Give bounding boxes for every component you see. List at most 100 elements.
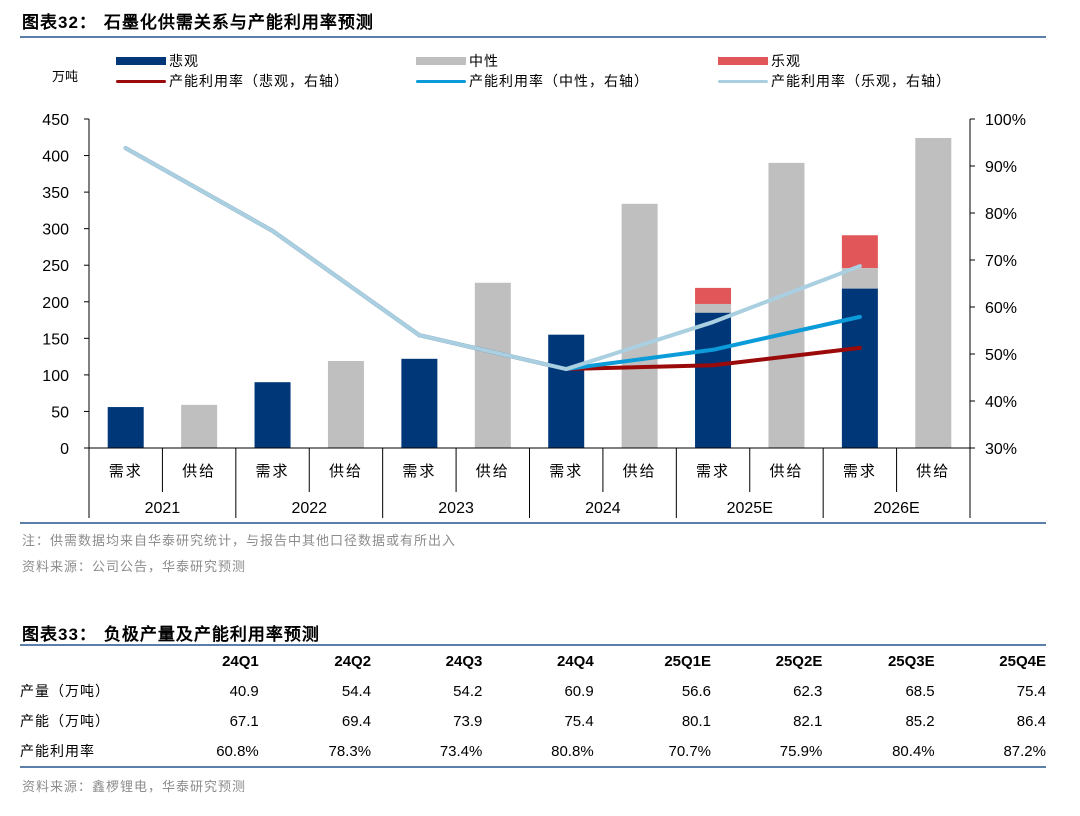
table-header-row: 24Q1 24Q2 24Q3 24Q4 25Q1E 25Q2E 25Q3E 25… xyxy=(20,646,1046,676)
table-header-cell: 25Q1E xyxy=(664,652,712,670)
x-group-label: 2024 xyxy=(585,500,621,517)
table-header-cell: 24Q1 xyxy=(222,652,259,670)
bar-demand-pessimistic xyxy=(695,312,732,448)
table-cell: 80.8% xyxy=(482,736,594,768)
table-header-cell: 25Q2E xyxy=(775,652,823,670)
table-cell: 80.1 xyxy=(681,712,712,730)
table-header-cell: 25Q4E xyxy=(999,652,1046,670)
legend-swatch xyxy=(416,79,466,83)
bar-demand-pessimistic xyxy=(401,358,438,448)
anode-production-table: 24Q1 24Q2 24Q3 24Q4 25Q1E 25Q2E 25Q3E 25… xyxy=(20,646,1046,768)
table-cell: 54.2 xyxy=(453,682,483,700)
figure33-title-prefix: 图表 xyxy=(22,625,58,645)
bar-demand-pessimistic xyxy=(254,382,291,448)
row-label: 产能利用率 xyxy=(20,736,142,768)
x-subcategory-label: 需求 xyxy=(109,462,143,480)
y-tick-label-right: 100% xyxy=(985,112,1026,129)
x-subcategory-label: 需求 xyxy=(696,462,730,480)
y-tick-label-right: 30% xyxy=(985,441,1017,458)
table-cell: 67.1 xyxy=(229,712,259,730)
table-top-divider xyxy=(20,644,1046,646)
legend-item-optimistic-line: 产能利用率（乐观，右轴） xyxy=(718,71,951,91)
legend-swatch xyxy=(718,57,768,65)
x-subcategory-label: 需求 xyxy=(402,462,436,480)
y-tick-label-left: 100 xyxy=(42,368,69,385)
x-subcategory-label: 需求 xyxy=(549,462,583,480)
table-cell: 73.4% xyxy=(371,736,483,768)
y-tick-label-right: 80% xyxy=(985,206,1017,223)
table-cell: 73.9 xyxy=(453,712,483,730)
legend-label: 中性 xyxy=(469,54,499,70)
x-subcategory-label: 需求 xyxy=(256,462,290,480)
figure32-title-text: 石墨化供需关系与产能利用率预测 xyxy=(103,13,374,33)
y-axis-unit-label: 万吨 xyxy=(52,70,79,85)
y-tick-label-right: 70% xyxy=(985,253,1017,270)
legend-label: 产能利用率（中性，右轴） xyxy=(469,74,649,90)
table-cell: 40.9 xyxy=(229,682,259,700)
x-group-label: 2021 xyxy=(145,500,181,517)
y-tick-label-right: 40% xyxy=(985,394,1017,411)
y-tick-label-left: 450 xyxy=(42,112,69,129)
y-tick-label-left: 0 xyxy=(60,441,69,458)
bar-demand-pessimistic xyxy=(841,288,878,448)
figure32-title-number: 32： xyxy=(58,13,97,32)
table-header-cell: 25Q3E xyxy=(887,652,935,670)
figure33-title-number: 33： xyxy=(58,625,97,644)
x-subcategory-label: 供给 xyxy=(623,462,657,480)
row-label: 产能（万吨） xyxy=(20,714,110,730)
figure32-title: 图表32： 石墨化供需关系与产能利用率预测 xyxy=(22,8,374,33)
table-header-cell xyxy=(20,646,141,676)
y-tick-label-right: 50% xyxy=(985,347,1017,364)
table-cell: 82.1 xyxy=(793,712,823,730)
x-group-label: 2026E xyxy=(873,500,919,517)
figure33-source: 资料来源：鑫椤锂电，华泰研究预测 xyxy=(22,780,247,795)
legend-item-pessimistic-line: 产能利用率（悲观，右轴） xyxy=(116,71,349,91)
x-subcategory-label: 供给 xyxy=(329,462,363,480)
table-cell: 68.5 xyxy=(905,682,935,700)
x-subcategory-label: 供给 xyxy=(769,462,803,480)
title-divider xyxy=(20,36,1046,38)
bar-demand-neutral-increment xyxy=(841,268,878,289)
table-row: 产能利用率 60.8% 78.3% 73.4% 80.8% 70.7% 75.9… xyxy=(20,736,1046,768)
table-cell: 85.2 xyxy=(905,712,935,730)
legend-item-pessimistic-bar: 悲观 xyxy=(116,51,199,71)
table-cell: 54.4 xyxy=(341,682,372,700)
table-cell: 75.9% xyxy=(711,736,823,768)
legend-label: 产能利用率（乐观，右轴） xyxy=(771,74,951,90)
bar-supply xyxy=(327,360,364,448)
bar-supply xyxy=(768,162,805,448)
bar-demand-optimistic-increment xyxy=(695,287,732,304)
y-tick-label-right: 90% xyxy=(985,159,1017,176)
table-cell: 60.9 xyxy=(564,682,594,700)
line-utilization-optimistic xyxy=(123,146,862,372)
y-tick-label-left: 50 xyxy=(51,404,69,421)
table-header-cell: 24Q4 xyxy=(556,652,594,670)
legend-swatch xyxy=(416,57,466,65)
bar-supply xyxy=(181,404,218,448)
table-cell: 86.4 xyxy=(1016,712,1046,730)
legend-item-neutral-line: 产能利用率（中性，右轴） xyxy=(416,71,649,91)
table-cell: 62.3 xyxy=(793,682,823,700)
x-group-label: 2025E xyxy=(727,500,773,517)
table-cell: 78.3% xyxy=(258,736,372,768)
x-subcategory-label: 供给 xyxy=(916,462,950,480)
y-tick-label-left: 250 xyxy=(42,258,69,275)
legend-label: 悲观 xyxy=(169,54,199,70)
table-header-cell: 24Q2 xyxy=(334,652,372,670)
table-cell: 56.6 xyxy=(681,682,712,700)
y-tick-label-left: 150 xyxy=(42,331,69,348)
legend-label: 产能利用率（悲观，右轴） xyxy=(169,74,349,90)
table-cell: 69.4 xyxy=(341,712,372,730)
bar-supply xyxy=(915,138,952,448)
bar-demand-optimistic-increment xyxy=(841,235,878,269)
figure32-source: 资料来源：公司公告，华泰研究预测 xyxy=(22,560,247,575)
legend-swatch xyxy=(718,79,768,83)
table-cell: 75.4 xyxy=(564,712,594,730)
figure32-title-prefix: 图表 xyxy=(22,13,58,33)
figure33-title: 图表33： 负极产量及产能利用率预测 xyxy=(22,620,320,645)
y-tick-label-left: 200 xyxy=(42,295,69,312)
figure33-title-text: 负极产量及产能利用率预测 xyxy=(103,625,320,645)
legend-item-optimistic-bar: 乐观 xyxy=(718,51,801,71)
x-group-label: 2022 xyxy=(291,500,327,517)
supply-demand-chart: 0 50 100 150 200 250 300 350 400 450 30% 40% 50% 60% 7… xyxy=(42,112,1026,518)
